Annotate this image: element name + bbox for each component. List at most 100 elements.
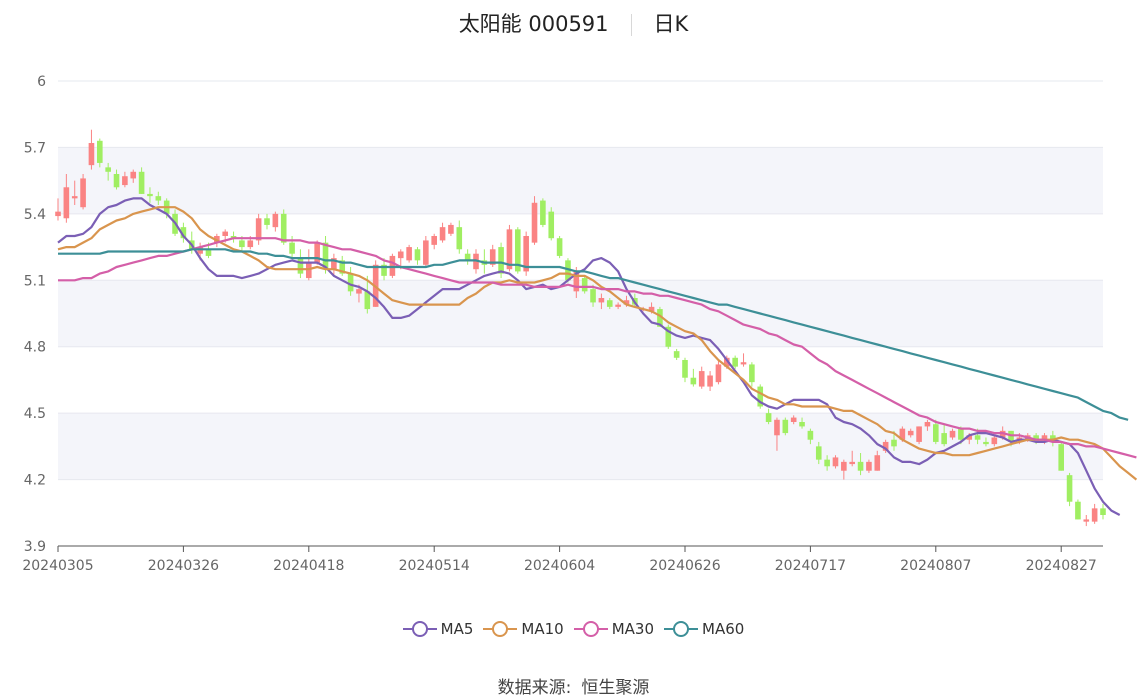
candle-body bbox=[180, 227, 187, 239]
candle bbox=[439, 222, 446, 243]
candle-body bbox=[347, 273, 354, 292]
x-tick-label: 20240326 bbox=[148, 558, 219, 574]
candle-body bbox=[698, 371, 705, 387]
legend-item-ma10[interactable]: MA10 bbox=[483, 620, 564, 638]
ma60-line bbox=[58, 248, 1129, 421]
candle-body bbox=[322, 242, 329, 270]
legend-item-ma30[interactable]: MA30 bbox=[573, 620, 654, 638]
x-tick-label: 20240827 bbox=[1026, 558, 1097, 574]
candle-body bbox=[765, 413, 772, 422]
candle-body bbox=[272, 213, 279, 228]
candle-body bbox=[715, 364, 722, 383]
candle bbox=[548, 207, 555, 241]
candle bbox=[598, 293, 605, 310]
candle bbox=[581, 275, 588, 294]
candle-body bbox=[941, 433, 947, 445]
candle bbox=[381, 258, 387, 281]
candle-body bbox=[924, 422, 931, 427]
candle-body bbox=[314, 242, 320, 263]
candle-body bbox=[933, 424, 939, 442]
candle bbox=[556, 236, 563, 259]
candle bbox=[673, 348, 680, 360]
candle-body bbox=[306, 262, 312, 279]
candle bbox=[916, 426, 922, 445]
candle-body bbox=[205, 249, 212, 256]
candle bbox=[180, 222, 187, 243]
candle-body bbox=[1083, 519, 1090, 522]
candle-body bbox=[464, 253, 471, 261]
candle-body bbox=[665, 326, 672, 347]
candle-body bbox=[397, 251, 404, 259]
candle bbox=[866, 459, 872, 473]
candle bbox=[1100, 503, 1106, 520]
candle-body bbox=[648, 306, 655, 312]
candle bbox=[740, 353, 747, 367]
candle bbox=[849, 450, 855, 467]
candle bbox=[807, 428, 814, 445]
candle bbox=[306, 249, 312, 281]
legend-item-ma60[interactable]: MA60 bbox=[664, 620, 744, 638]
candle-body bbox=[255, 218, 262, 241]
candle bbox=[1083, 515, 1090, 527]
candle bbox=[71, 180, 78, 205]
candle-body bbox=[598, 298, 605, 303]
candle bbox=[314, 240, 320, 265]
x-tick-label: 20240717 bbox=[775, 558, 846, 574]
candle bbox=[924, 419, 931, 431]
candle bbox=[448, 222, 454, 236]
candle bbox=[122, 171, 128, 188]
ma5-line bbox=[57, 197, 1121, 516]
x-tick-label: 20240604 bbox=[524, 558, 595, 574]
legend-marker bbox=[483, 621, 518, 637]
candle bbox=[272, 211, 279, 232]
candle bbox=[732, 355, 738, 369]
candle-body bbox=[682, 360, 688, 378]
y-tick-label: 5.7 bbox=[24, 140, 46, 156]
candle bbox=[523, 231, 529, 276]
candle-body bbox=[88, 143, 95, 166]
candle-body bbox=[1041, 435, 1048, 440]
candlestick-chart: 65.75.45.14.84.54.23.9 20240305 20240326 2… bbox=[22, 74, 1138, 574]
candle-body bbox=[740, 362, 747, 365]
candle bbox=[80, 174, 86, 210]
candle bbox=[774, 417, 780, 451]
candle bbox=[698, 366, 705, 389]
candle bbox=[941, 424, 947, 447]
candle bbox=[414, 247, 421, 265]
plot-band bbox=[58, 413, 1103, 480]
candle bbox=[464, 249, 471, 265]
candle bbox=[431, 233, 437, 250]
candle-body bbox=[431, 236, 437, 245]
candle-body bbox=[297, 258, 304, 274]
candle bbox=[882, 439, 889, 453]
candle bbox=[105, 162, 111, 181]
candle bbox=[63, 174, 70, 223]
candle-body bbox=[364, 291, 371, 310]
candle bbox=[389, 253, 396, 279]
candle bbox=[765, 408, 772, 425]
title-separator bbox=[630, 14, 632, 36]
ma30-line bbox=[58, 237, 1137, 459]
candle bbox=[264, 213, 270, 230]
candle bbox=[364, 275, 371, 314]
candle bbox=[540, 198, 546, 228]
grid-lines bbox=[58, 80, 1103, 481]
candle bbox=[155, 191, 162, 205]
candle-body bbox=[832, 457, 839, 467]
y-tick-label: 5.1 bbox=[24, 273, 46, 289]
candle bbox=[147, 187, 153, 203]
candle-body bbox=[866, 461, 872, 471]
candle-body bbox=[414, 249, 421, 261]
candle bbox=[983, 437, 989, 447]
candle-body bbox=[949, 430, 956, 438]
candle-body bbox=[71, 196, 78, 199]
candle bbox=[88, 129, 95, 170]
candle-body bbox=[498, 247, 504, 274]
candle-body bbox=[657, 309, 663, 327]
candle bbox=[907, 428, 914, 438]
legend-item-ma5[interactable]: MA5 bbox=[402, 620, 473, 638]
candle-body bbox=[874, 455, 881, 471]
plot-band bbox=[58, 280, 1103, 347]
candle bbox=[665, 324, 672, 349]
legend-label: MA10 bbox=[521, 620, 564, 638]
